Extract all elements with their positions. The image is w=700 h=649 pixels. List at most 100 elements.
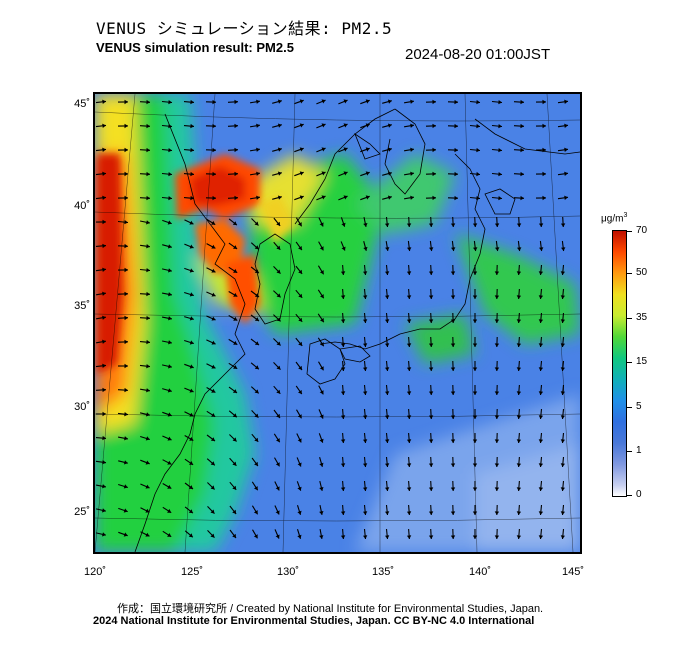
- wind-arrow-head: [234, 147, 238, 153]
- wind-arrow-head: [472, 439, 478, 443]
- wind-arrow-head: [542, 195, 546, 201]
- wind-arrow-head: [538, 223, 544, 227]
- wind-arrow-head: [297, 486, 302, 491]
- wind-arrow-head: [517, 247, 522, 251]
- wind-arrow-head: [494, 535, 500, 539]
- wind-arrow-head: [472, 511, 478, 515]
- wind-arrow-head: [564, 195, 568, 200]
- wind-arrow-head: [410, 123, 414, 128]
- colorbar-label-5: 5: [636, 401, 642, 412]
- colorbar-tick: [626, 318, 632, 319]
- wind-arrow-head: [340, 415, 346, 419]
- wind-arrow-head: [212, 171, 216, 177]
- wind-arrow-head: [277, 195, 282, 200]
- wind-arrow-head: [319, 270, 324, 275]
- wind-arrow-head: [385, 391, 390, 395]
- wind-arrow-head: [450, 535, 456, 539]
- wind-arrow-head: [232, 389, 237, 393]
- wind-arrow-head: [340, 343, 346, 347]
- wind-arrow-head: [363, 487, 368, 491]
- wind-arrow-head: [168, 100, 172, 105]
- wind-arrow-head: [253, 510, 258, 515]
- wind-arrow-head: [538, 535, 544, 539]
- wind-arrow-head: [428, 463, 434, 467]
- wind-arrow-head: [102, 460, 106, 465]
- wind-arrow-head: [385, 343, 390, 347]
- wind-arrow-head: [385, 535, 390, 539]
- wind-arrow-head: [233, 292, 238, 297]
- wind-arrow-head: [343, 171, 348, 176]
- wind-arrow-head: [406, 463, 412, 467]
- wind-arrow-head: [516, 319, 522, 323]
- wind-arrow-head: [188, 485, 193, 489]
- wind-arrow-head: [365, 195, 370, 200]
- wind-arrow-head: [321, 123, 326, 128]
- wind-arrow-head: [410, 171, 414, 176]
- wind-arrow-head: [385, 487, 390, 491]
- wind-arrow-head: [472, 343, 478, 347]
- copyright-line: 2024 National Institute for Environmenta…: [93, 615, 535, 627]
- wind-arrow-head: [428, 295, 434, 299]
- wind-arrow-head: [432, 147, 436, 153]
- wind-arrow-head: [124, 315, 128, 321]
- wind-arrow-head: [211, 340, 216, 345]
- wind-arrow-head: [494, 295, 500, 299]
- wind-arrow-head: [168, 364, 172, 369]
- wind-arrow-head: [298, 390, 302, 395]
- wind-arrow-head: [428, 487, 434, 491]
- wind-arrow-head: [276, 317, 281, 322]
- wind-arrow-head: [385, 367, 390, 371]
- wind-arrow-head: [343, 147, 348, 152]
- wind-arrow-head: [454, 171, 458, 177]
- wind-arrow-head: [275, 462, 280, 467]
- wind-arrow-head: [102, 171, 106, 176]
- wind-arrow-head: [211, 220, 216, 225]
- wind-arrow-head: [168, 292, 172, 297]
- colorbar-tick: [626, 407, 632, 408]
- wind-arrow-head: [538, 463, 544, 467]
- wind-arrow-head: [561, 247, 566, 251]
- wind-arrow-head: [363, 415, 368, 419]
- wind-arrow-head: [538, 415, 544, 419]
- wind-arrow-head: [494, 223, 500, 227]
- wind-arrow-head: [102, 147, 106, 152]
- wind-arrow-head: [234, 123, 238, 129]
- wind-arrow-head: [560, 391, 565, 395]
- colorbar-label-1: 1: [636, 445, 642, 456]
- wind-arrow-head: [454, 99, 458, 105]
- wind-arrow-head: [560, 295, 565, 299]
- wind-arrow-head: [363, 463, 368, 467]
- wind-arrow-head: [542, 99, 546, 105]
- wind-arrow-head: [450, 295, 456, 299]
- wind-arrow-head: [298, 246, 302, 251]
- wind-arrow-head: [560, 463, 565, 467]
- wind-arrow-head: [146, 364, 150, 369]
- colorbar-tick: [626, 451, 632, 452]
- wind-arrow-head: [542, 171, 546, 177]
- wind-arrow-head: [516, 271, 522, 275]
- wind-arrow-head: [168, 268, 172, 273]
- wind-arrow-head: [232, 437, 237, 442]
- wind-arrow-head: [189, 436, 194, 441]
- wind-arrow-head: [432, 171, 436, 177]
- wind-arrow-head: [168, 124, 172, 129]
- wind-arrow-head: [277, 123, 282, 128]
- wind-arrow-head: [365, 123, 370, 128]
- wind-arrow-head: [232, 461, 237, 466]
- wind-arrow-head: [538, 487, 544, 491]
- wind-arrow-head: [450, 319, 456, 323]
- wind-arrow-head: [319, 366, 324, 371]
- wind-arrow-head: [560, 487, 565, 491]
- wind-arrow-head: [145, 508, 150, 513]
- wind-arrow-head: [406, 223, 412, 227]
- wind-arrow-head: [410, 195, 414, 200]
- wind-arrow-head: [494, 415, 500, 419]
- wind-arrow-head: [340, 463, 346, 467]
- wind-arrow-head: [365, 99, 370, 104]
- wind-arrow-head: [167, 436, 172, 441]
- wind-arrow-head: [516, 463, 522, 467]
- wind-arrow-head: [451, 247, 456, 251]
- wind-arrow-head: [560, 367, 565, 371]
- wind-arrow-head: [276, 269, 281, 274]
- wind-arrow-head: [254, 221, 259, 226]
